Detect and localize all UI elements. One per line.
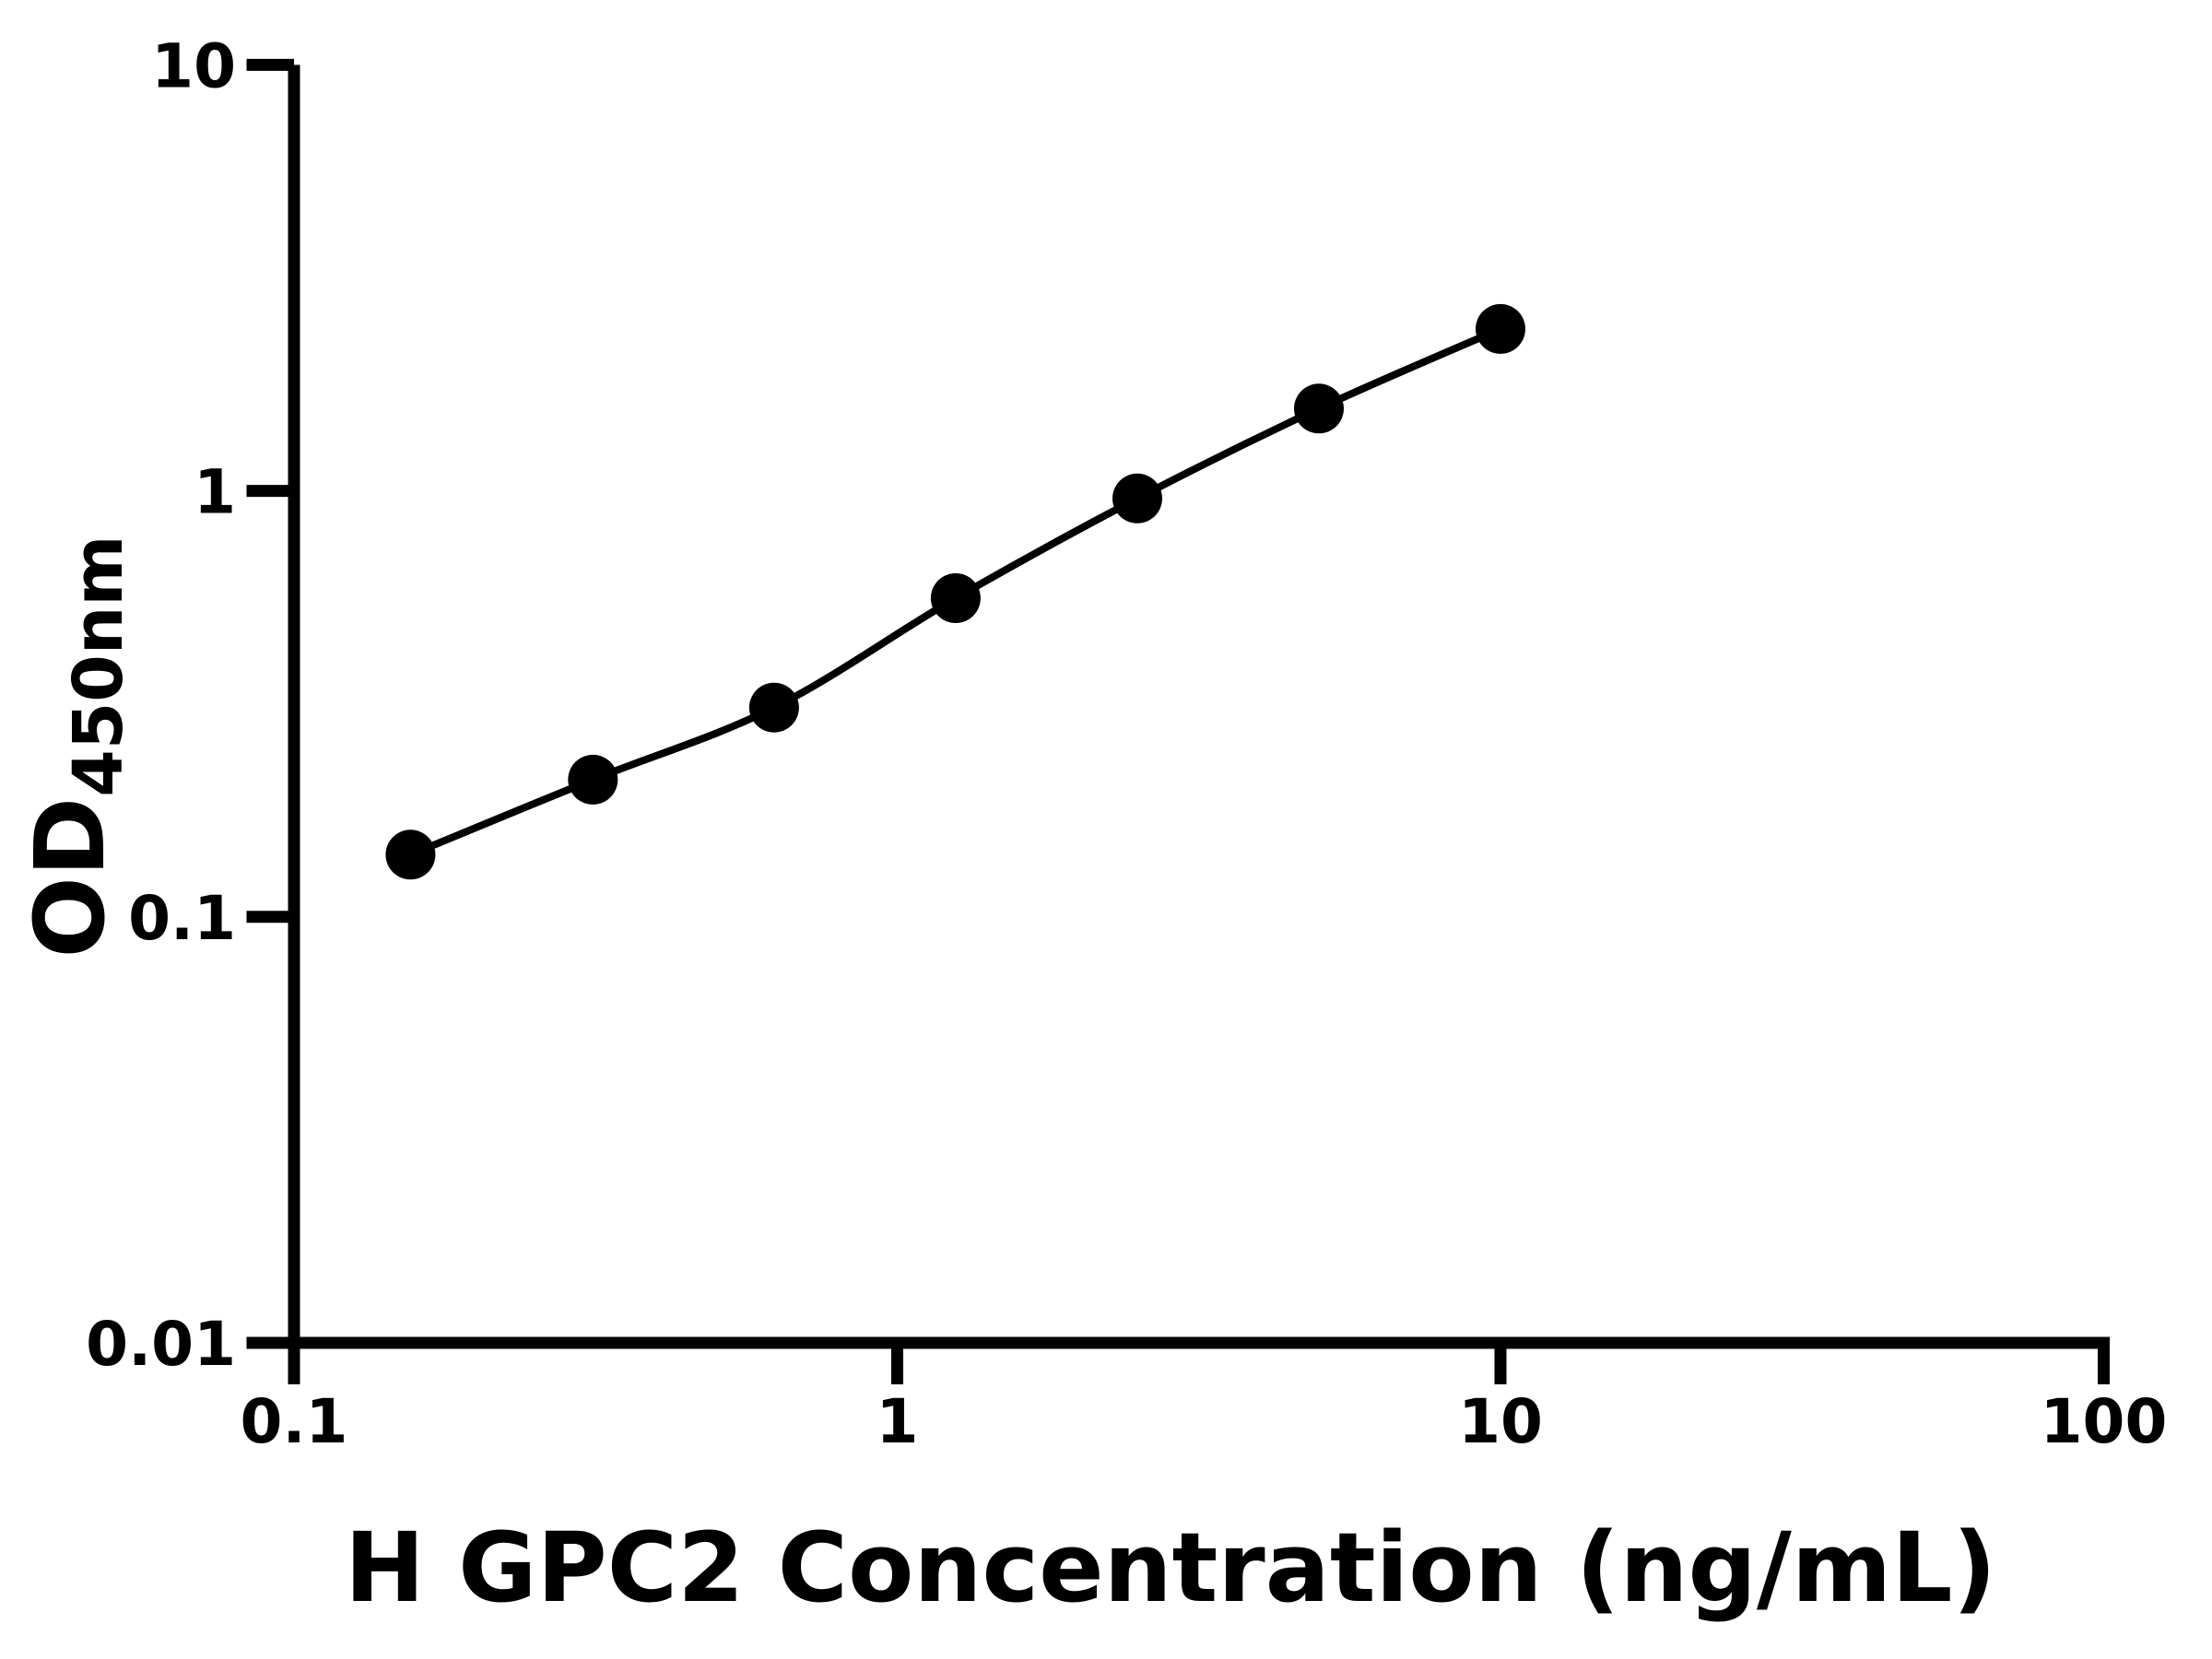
data-point-0.313 xyxy=(568,754,618,805)
data-point-0.625 xyxy=(748,682,799,733)
y-tick-label-0.01: 0.01 xyxy=(86,1309,236,1380)
data-point-2.5 xyxy=(1112,473,1162,524)
y-tick-label-10: 10 xyxy=(151,30,236,101)
x-axis-title: H GPC2 Concentration (ng/mL) xyxy=(345,1512,1996,1624)
data-point-5 xyxy=(1294,383,1344,434)
axes-layer xyxy=(288,65,2110,1384)
data-point-1.25 xyxy=(930,573,981,623)
data-point-0.156 xyxy=(385,830,436,880)
x-tick-label-0.1: 0.1 xyxy=(241,1386,348,1457)
y-axis-title: OD450nm xyxy=(14,535,138,958)
y-axis-title-subscript: 450nm xyxy=(59,535,138,796)
x-tick-label-10: 10 xyxy=(1458,1386,1543,1457)
x-tick-label-100: 100 xyxy=(2041,1386,2168,1457)
y-axis-title-main: OD xyxy=(14,797,126,959)
y-tick-label-0.1: 0.1 xyxy=(128,883,236,954)
x-tick-label-1: 1 xyxy=(877,1386,919,1457)
y-tick-label-1: 1 xyxy=(194,457,236,528)
data-point-10 xyxy=(1476,303,1525,354)
series-layer xyxy=(385,303,1525,880)
